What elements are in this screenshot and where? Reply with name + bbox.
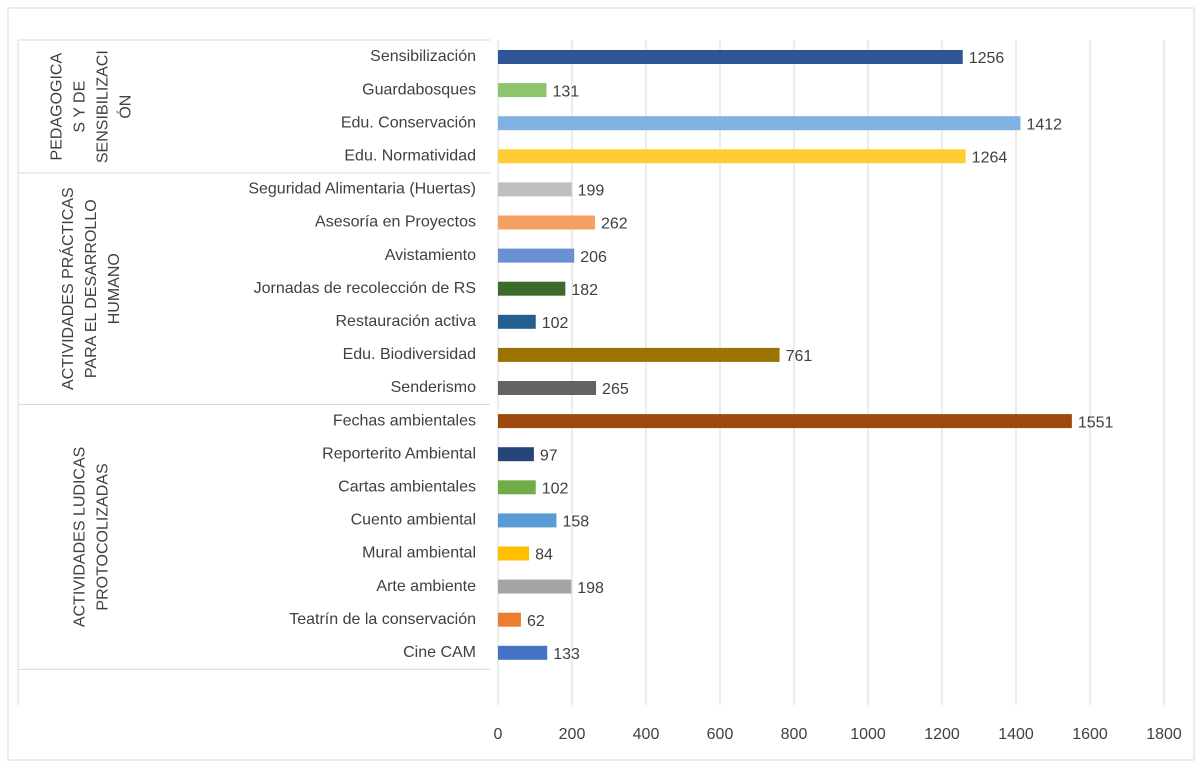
group-label: PEDAGOGICA: [49, 53, 66, 161]
x-tick-label: 1600: [1072, 726, 1108, 743]
bar: [498, 182, 572, 197]
group-label: ÓN: [116, 95, 135, 119]
y-tick-label: Mural ambiental: [362, 545, 476, 562]
y-tick-label: Cuento ambiental: [351, 512, 476, 529]
y-tick-label: Teatrín de la conservación: [289, 611, 476, 628]
value-label: 1412: [1026, 116, 1062, 133]
y-tick-label: Cine CAM: [403, 644, 476, 661]
y-tick-label: Sensibilización: [370, 48, 476, 65]
x-tick-label: 600: [707, 726, 734, 743]
x-tick-label: 1800: [1146, 726, 1182, 743]
value-label: 1256: [969, 50, 1005, 67]
value-label: 102: [542, 481, 569, 498]
value-label: 1551: [1078, 414, 1114, 431]
value-label: 262: [601, 216, 628, 233]
bar: [498, 645, 548, 660]
x-tick-label: 1200: [924, 726, 960, 743]
y-tick-label: Cartas ambientales: [338, 479, 476, 496]
y-tick-label: Reporterito Ambiental: [322, 445, 476, 462]
value-label: 199: [578, 183, 605, 200]
value-label: 198: [577, 580, 604, 597]
y-tick-label: Restauración activa: [335, 313, 476, 330]
y-tick-label: Fechas ambientales: [333, 412, 476, 429]
y-tick-label: Asesoría en Proyectos: [315, 214, 476, 231]
bar: [498, 546, 530, 561]
y-tick-label: Arte ambiente: [376, 578, 476, 595]
value-label: 206: [580, 249, 607, 266]
y-tick-label: Avistamiento: [385, 247, 476, 264]
bar: [498, 513, 557, 528]
bar: [498, 347, 780, 362]
group-label: SENSIBILIZACI: [95, 50, 112, 163]
value-label: 158: [562, 514, 589, 531]
value-label: 133: [553, 646, 580, 663]
y-tick-label: Edu. Biodiversidad: [343, 346, 476, 363]
x-tick-label: 400: [633, 726, 660, 743]
x-tick-label: 200: [559, 726, 586, 743]
group-label: HUMANO: [106, 253, 123, 324]
value-label: 182: [571, 282, 598, 299]
value-label: 265: [602, 381, 629, 398]
value-label: 97: [540, 447, 558, 464]
bar: [498, 447, 534, 462]
group-label: PARA EL DESARROLLO: [83, 199, 100, 378]
bar: [498, 381, 597, 395]
y-tick-label: Edu. Normatividad: [344, 148, 476, 165]
value-label: 84: [535, 547, 553, 564]
x-tick-label: 1400: [998, 726, 1034, 743]
value-label: 1264: [972, 150, 1008, 167]
chart-frame: [7, 7, 1195, 761]
bar: [498, 579, 572, 594]
bar: [498, 314, 536, 329]
value-label: 761: [786, 348, 813, 365]
y-tick-label: Senderismo: [391, 379, 476, 396]
x-tick-label: 0: [494, 726, 503, 743]
y-tick-label: Guardabosques: [362, 81, 476, 98]
bar: [498, 480, 536, 495]
y-tick-label: Edu. Conservación: [341, 114, 476, 131]
bar: [498, 50, 963, 64]
x-tick-label: 800: [781, 726, 808, 743]
bar: [498, 83, 547, 98]
group-label: ACTIVIDADES LUDICAS: [72, 447, 89, 627]
bar: [498, 248, 575, 263]
y-tick-label: Seguridad Alimentaria (Huertas): [248, 181, 476, 198]
value-label: 131: [552, 83, 579, 100]
bar: [498, 281, 566, 296]
y-tick-label: Jornadas de recolección de RS: [254, 280, 476, 297]
value-label: 62: [527, 613, 545, 630]
group-label: S Y DE: [72, 81, 89, 133]
bar: [498, 414, 1072, 429]
group-label: PROTOCOLIZADAS: [95, 463, 112, 610]
bar: [498, 116, 1021, 131]
bar: [498, 612, 521, 627]
x-tick-label: 1000: [850, 726, 886, 743]
bar: [498, 149, 966, 164]
group-label: ACTIVIDADES PRÁCTICAS: [58, 187, 77, 390]
bar: [498, 215, 595, 230]
value-label: 102: [542, 315, 569, 332]
